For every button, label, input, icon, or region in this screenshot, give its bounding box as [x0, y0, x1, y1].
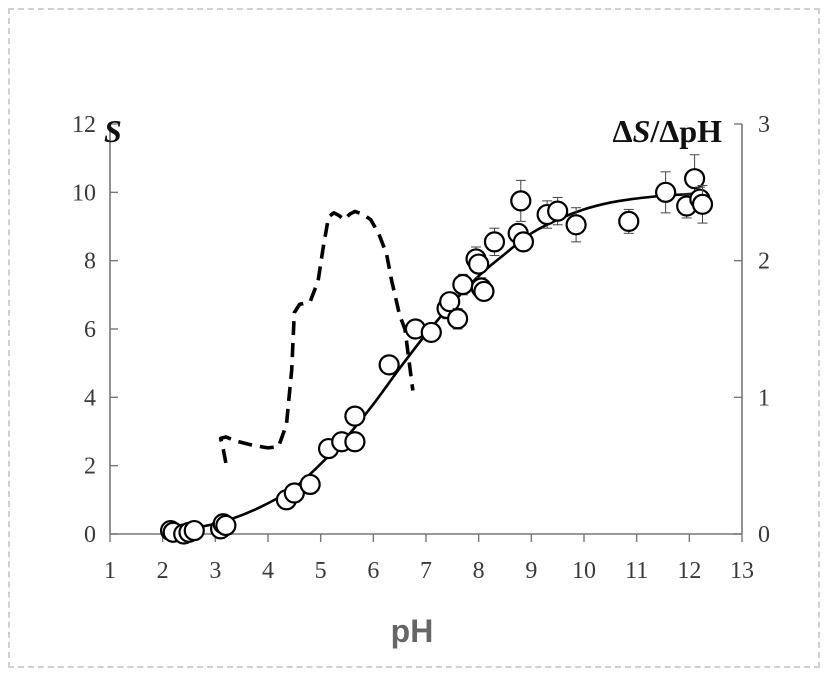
fit-curve — [162, 192, 706, 533]
x-tick-label: 8 — [473, 558, 485, 584]
data-point — [512, 231, 535, 253]
derivative-curve-group — [218, 209, 415, 464]
y-left-tick-label: 12 — [72, 112, 96, 138]
data-points — [159, 154, 714, 545]
y-left-tick-label: 8 — [84, 249, 96, 275]
x-tick-label: 12 — [677, 558, 701, 584]
x-tick-label: 9 — [525, 558, 537, 584]
x-tick-label: 6 — [367, 558, 379, 584]
x-tick-label: 10 — [572, 558, 596, 584]
y-axis-right-title-s: S — [633, 113, 651, 149]
figure-frame — [8, 8, 820, 668]
x-tick-label: 4 — [262, 558, 274, 584]
y-axis-left-title: S — [104, 113, 122, 149]
data-point — [215, 514, 237, 537]
y-axis-right-title-dph: /ΔpH — [649, 113, 722, 149]
y-right-tick-label: 3 — [758, 112, 770, 138]
data-point — [683, 168, 706, 190]
y-left-tick-label: 10 — [72, 180, 96, 206]
y-left-tick-label: 0 — [84, 522, 96, 548]
data-point — [344, 405, 366, 427]
data-point — [378, 354, 400, 376]
data-point — [439, 291, 461, 313]
data-point — [299, 473, 321, 496]
data-point — [483, 231, 506, 253]
y-axis-right-title-delta: Δ — [613, 113, 633, 149]
data-point — [691, 193, 714, 215]
x-tick-label: 5 — [315, 558, 327, 584]
x-tick-label: 1 — [104, 558, 116, 584]
data-point — [468, 253, 490, 275]
data-point — [618, 210, 640, 232]
y-left-tick-label: 2 — [84, 454, 96, 480]
data-point — [447, 308, 469, 330]
x-tick-label: 13 — [730, 558, 754, 584]
x-tick-label: 2 — [157, 558, 169, 584]
data-point — [547, 200, 569, 222]
y-right-tick-label: 2 — [758, 249, 770, 275]
derivative-curve — [218, 209, 415, 464]
data-point — [283, 482, 305, 504]
y-axis-right-title: ΔS/ΔpH — [613, 113, 723, 149]
data-point — [510, 190, 532, 212]
x-axis-title: pH — [391, 613, 434, 649]
tick-marks — [109, 123, 743, 542]
data-point — [452, 273, 474, 296]
y-right-tick-label: 0 — [758, 522, 770, 548]
data-point — [344, 431, 366, 453]
data-point — [183, 519, 205, 542]
data-point — [565, 214, 587, 236]
y-left-tick-label: 4 — [84, 385, 96, 411]
fit-curve-group — [162, 192, 706, 533]
y-left-tick-label: 6 — [84, 317, 96, 343]
x-tick-label: 3 — [209, 558, 221, 584]
data-point — [420, 321, 442, 344]
x-tick-label: 7 — [420, 558, 432, 584]
x-tick-label: 11 — [625, 558, 648, 584]
y-right-tick-label: 1 — [758, 385, 770, 411]
data-point — [473, 280, 495, 303]
data-point — [655, 181, 677, 203]
